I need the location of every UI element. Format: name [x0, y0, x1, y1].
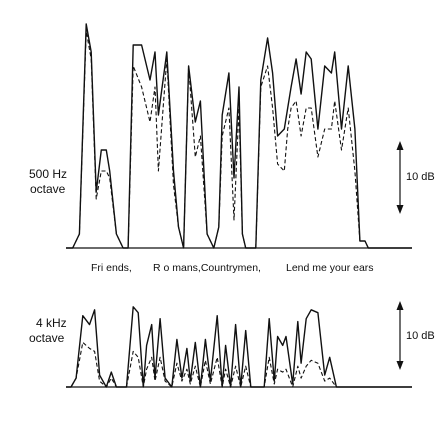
envelope-4khz-dashed	[66, 341, 412, 388]
envelope-500hz-solid	[66, 23, 412, 249]
scale-label-4khz: 10 dB	[406, 330, 435, 342]
scale-arrowhead-4khz-bottom	[396, 361, 404, 370]
envelope-4khz-solid	[66, 306, 412, 388]
scale-arrowhead-500hz-top	[396, 141, 404, 150]
envelope-plot-500hz	[66, 23, 412, 249]
transcript-words-lend-me-your-ears: Lend me your ears	[286, 262, 374, 274]
envelope-plot-4khz	[66, 306, 412, 388]
transcript-word-friends: Fri ends,	[91, 262, 132, 274]
scale-arrowhead-500hz-bottom	[396, 205, 404, 214]
transcript-word-romans-countrymen: R o mans,Countrymen,	[153, 262, 261, 274]
scale-arrowhead-4khz-top	[396, 301, 404, 310]
envelope-500hz-dashed	[66, 30, 412, 249]
band-label-500hz-line2: octave	[30, 182, 66, 196]
band-label-500hz-line1: 500 Hz	[29, 167, 67, 181]
scale-label-500hz: 10 dB	[406, 171, 435, 183]
band-label-4khz-line2: octave	[29, 331, 65, 345]
band-label-4khz-line1: 4 kHz	[36, 316, 67, 330]
